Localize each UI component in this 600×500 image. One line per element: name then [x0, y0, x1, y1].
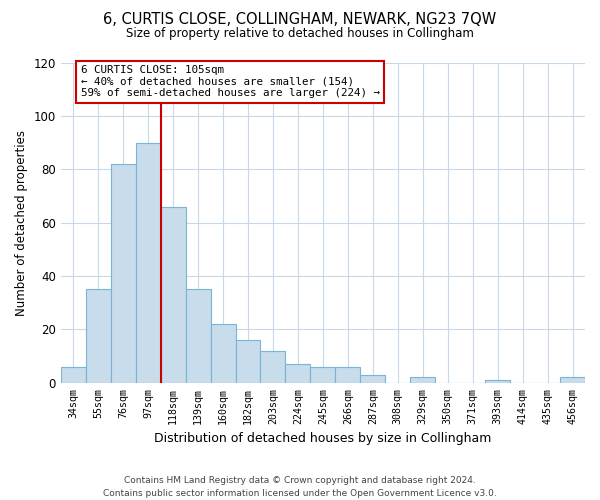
Y-axis label: Number of detached properties: Number of detached properties — [15, 130, 28, 316]
Bar — [286, 364, 310, 383]
Bar — [86, 290, 111, 383]
Bar — [260, 351, 286, 383]
X-axis label: Distribution of detached houses by size in Collingham: Distribution of detached houses by size … — [154, 432, 491, 445]
Text: Contains HM Land Registry data © Crown copyright and database right 2024.
Contai: Contains HM Land Registry data © Crown c… — [103, 476, 497, 498]
Bar — [236, 340, 260, 383]
Bar — [211, 324, 236, 383]
Bar — [361, 375, 385, 383]
Bar — [111, 164, 136, 383]
Bar — [560, 378, 585, 383]
Bar — [335, 367, 361, 383]
Bar — [485, 380, 510, 383]
Text: 6, CURTIS CLOSE, COLLINGHAM, NEWARK, NG23 7QW: 6, CURTIS CLOSE, COLLINGHAM, NEWARK, NG2… — [103, 12, 497, 28]
Bar — [185, 290, 211, 383]
Bar — [310, 367, 335, 383]
Bar — [61, 367, 86, 383]
Bar — [161, 206, 185, 383]
Text: 6 CURTIS CLOSE: 105sqm
← 40% of detached houses are smaller (154)
59% of semi-de: 6 CURTIS CLOSE: 105sqm ← 40% of detached… — [81, 65, 380, 98]
Text: Size of property relative to detached houses in Collingham: Size of property relative to detached ho… — [126, 28, 474, 40]
Bar — [136, 142, 161, 383]
Bar — [410, 378, 435, 383]
